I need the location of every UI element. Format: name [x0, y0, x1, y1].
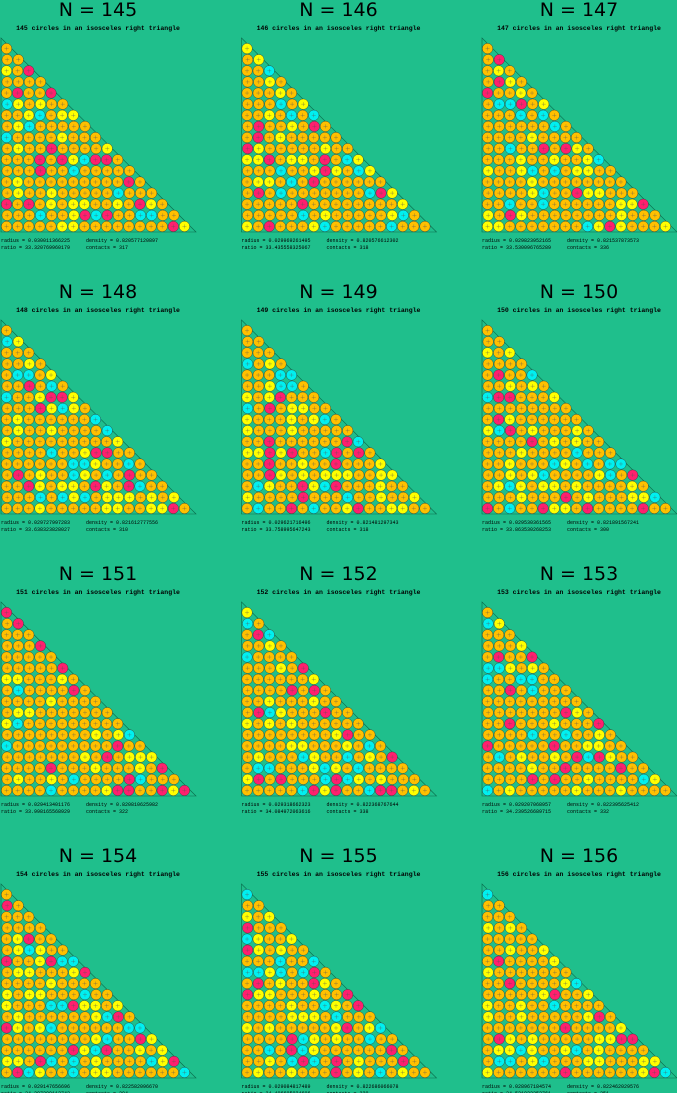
- stat-density: density = 0.821612777556: [86, 520, 158, 526]
- panel-subtitle: 151 circles in an isosceles right triang…: [16, 589, 180, 596]
- stat-radius: radius = 0.029969261495: [242, 238, 311, 244]
- stat-density: density = 0.820577120897: [86, 238, 158, 244]
- stat-contacts: contacts = 300: [567, 527, 609, 533]
- stat-radius: radius = 0.029318662323: [242, 802, 311, 808]
- panel-title: N = 145: [59, 0, 137, 21]
- stat-contacts: contacts = 332: [567, 809, 609, 815]
- stat-density: density = 0.821481297343: [327, 520, 399, 526]
- stat-radius: radius = 0.029621716496: [242, 520, 311, 526]
- panel: N = 150 150 circles in an isosceles right…: [481, 281, 677, 533]
- stat-ratio: ratio = 33.758995647243: [242, 527, 311, 533]
- stat-contacts: contacts = 322: [86, 809, 128, 815]
- panel-title: N = 148: [59, 281, 137, 303]
- stat-ratio: ratio = 34.239526689715: [482, 809, 551, 815]
- panel-subtitle: 147 circles in an isosceles right triang…: [497, 25, 661, 32]
- panel-subtitle: 155 circles in an isosceles right triang…: [257, 871, 421, 878]
- stat-contacts: contacts = 310: [86, 527, 128, 533]
- stat-density: density = 0.821891567241: [567, 520, 639, 526]
- stat-ratio: ratio = 33.320769960179: [1, 245, 70, 251]
- stat-ratio: ratio = 33.530096765289: [482, 245, 551, 251]
- panel: N = 151 151 circles in an isosceles right…: [0, 563, 197, 815]
- stat-radius: radius = 0.029727997283: [1, 520, 70, 526]
- stat-contacts: contacts = 317: [86, 245, 128, 251]
- stat-ratio: ratio = 33.638323828027: [1, 527, 70, 533]
- stat-contacts: contacts = 336: [567, 245, 609, 251]
- stat-density: density = 0.822368767644: [327, 802, 399, 808]
- panel-title: N = 155: [299, 845, 377, 867]
- stat-density: density = 0.822582096670: [86, 1084, 158, 1090]
- panel: N = 145 145 circles in an isosceles right…: [0, 0, 197, 251]
- stat-contacts: contacts = 318: [327, 245, 369, 251]
- panel: N = 147 147 circles in an isosceles right…: [481, 0, 677, 251]
- stat-ratio: ratio = 33.863530268253: [482, 527, 551, 533]
- panel-subtitle: 154 circles in an isosceles right triang…: [16, 871, 180, 878]
- stat-density: density = 0.820576612302: [327, 238, 399, 244]
- stat-radius: radius = 0.029823952165: [482, 238, 551, 244]
- stat-radius: radius = 0.030011366225: [1, 238, 70, 244]
- panel-subtitle: 148 circles in an isosceles right triang…: [16, 307, 180, 314]
- panel-title: N = 146: [299, 0, 377, 21]
- panel-title: N = 152: [299, 563, 377, 585]
- panel-subtitle: 153 circles in an isosceles right triang…: [497, 589, 661, 596]
- panel: N = 146 146 circles in an isosceles right…: [241, 0, 438, 251]
- stat-ratio: ratio = 33.435558325067: [242, 245, 311, 251]
- stat-density: density = 0.822395625412: [567, 802, 639, 808]
- panel-subtitle: 150 circles in an isosceles right triang…: [497, 307, 661, 314]
- panel-title: N = 149: [299, 281, 377, 303]
- stat-ratio: ratio = 34.084972063616: [242, 809, 311, 815]
- stat-radius: radius = 0.029207068957: [482, 802, 551, 808]
- stat-density: density = 0.821537873573: [567, 238, 639, 244]
- panel-title: N = 147: [540, 0, 618, 21]
- panel-subtitle: 146 circles in an isosceles right triang…: [257, 25, 421, 32]
- stat-density: density = 0.820810625982: [86, 802, 158, 808]
- panel-title: N = 153: [540, 563, 618, 585]
- panel: N = 149 149 circles in an isosceles right…: [241, 281, 438, 533]
- panel-subtitle: 152 circles in an isosceles right triang…: [257, 589, 421, 596]
- panel-title: N = 151: [59, 563, 137, 585]
- stat-radius: radius = 0.029413401176: [1, 802, 70, 808]
- stat-ratio: ratio = 33.998165568929: [1, 809, 70, 815]
- stat-radius: radius = 0.029147656696: [1, 1084, 70, 1090]
- panel-title: N = 154: [59, 845, 137, 867]
- panel-subtitle: 145 circles in an isosceles right triang…: [16, 25, 180, 32]
- stat-contacts: contacts = 338: [327, 809, 369, 815]
- panel: N = 148 148 circles in an isosceles right…: [0, 281, 197, 533]
- panel-subtitle: 149 circles in an isosceles right triang…: [257, 307, 421, 314]
- stat-radius: radius = 0.029530361565: [482, 520, 551, 526]
- panel-title: N = 150: [540, 281, 618, 303]
- stat-contacts: contacts = 318: [327, 527, 369, 533]
